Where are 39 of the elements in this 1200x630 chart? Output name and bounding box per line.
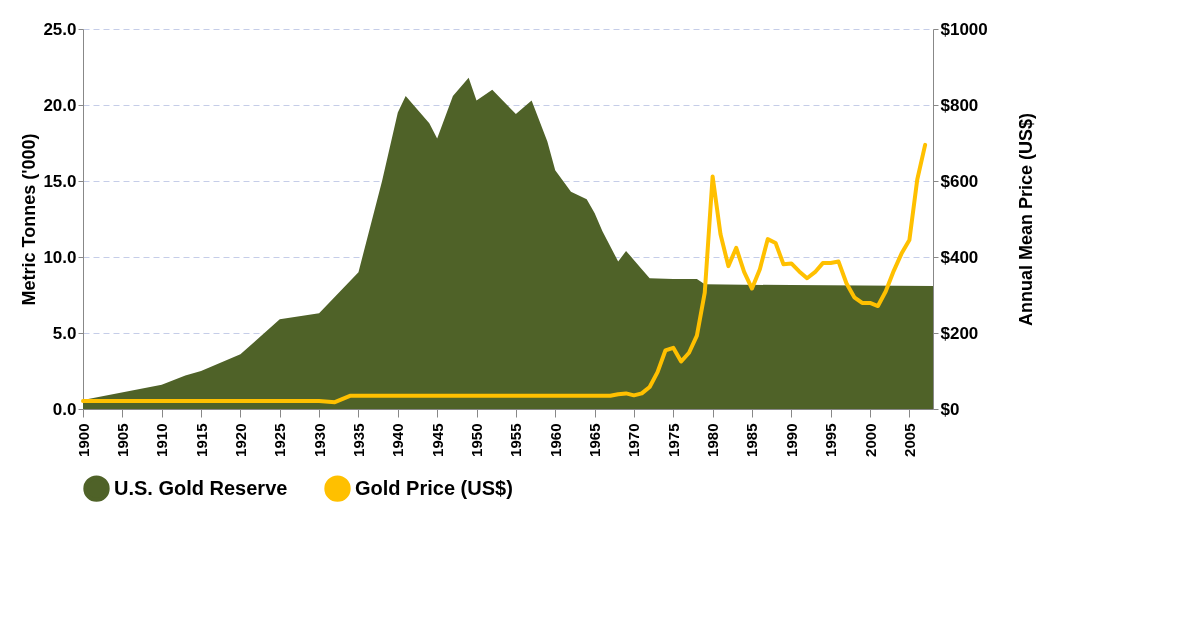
legend-label: Gold Price (US$) xyxy=(355,476,513,499)
x-tick-label: 1915 xyxy=(192,423,210,457)
y2-tick-label: $0 xyxy=(940,399,960,419)
x-tick-label: 2000 xyxy=(861,423,879,457)
y2-tick-label: $600 xyxy=(940,171,979,191)
legend-label: U.S. Gold Reserve xyxy=(114,476,288,499)
x-tick-label: 1990 xyxy=(782,423,800,457)
y-tick-label: 25.0 xyxy=(43,19,77,39)
y-axis-title: Metric Tonnes ('000) xyxy=(19,133,40,306)
y2-axis-title: Annual Mean Price (US$) xyxy=(1015,112,1036,327)
x-tick-label: 1955 xyxy=(507,423,525,457)
x-tick-label: 1920 xyxy=(231,423,249,457)
x-tick-label: 1975 xyxy=(664,423,682,457)
x-tick-label: 1970 xyxy=(625,423,643,457)
x-tick-label: 1905 xyxy=(113,423,131,457)
y2-tick-label: $200 xyxy=(940,323,979,343)
x-tick-label: 1965 xyxy=(586,423,604,457)
y-tick-label: 15.0 xyxy=(43,171,77,191)
x-tick-label: 1930 xyxy=(310,423,328,457)
y-tick-label: 5.0 xyxy=(52,323,77,343)
x-tick-label: 1980 xyxy=(704,423,722,457)
x-tick-label: 1935 xyxy=(349,423,367,457)
x-tick-label: 1940 xyxy=(389,423,407,457)
y2-tick-label: $400 xyxy=(940,247,979,267)
x-tick-label: 1985 xyxy=(743,423,761,457)
y2-tick-label: $800 xyxy=(940,95,979,115)
y-tick-label: 20.0 xyxy=(43,95,77,115)
y-tick-label: 10.0 xyxy=(43,247,77,267)
y2-tick-label: $1000 xyxy=(940,19,988,39)
x-tick-label: 1910 xyxy=(153,423,171,457)
x-tick-label: 2005 xyxy=(900,423,918,457)
x-tick-label: 1925 xyxy=(271,423,289,457)
x-tick-label: 1945 xyxy=(428,423,446,457)
x-tick-label: 1960 xyxy=(546,423,564,457)
x-tick-label: 1950 xyxy=(468,423,486,457)
x-tick-label: 1900 xyxy=(74,423,92,457)
line-series xyxy=(81,142,928,405)
x-tick-label: 1995 xyxy=(822,423,840,457)
y-tick-label: 0.0 xyxy=(52,399,77,419)
